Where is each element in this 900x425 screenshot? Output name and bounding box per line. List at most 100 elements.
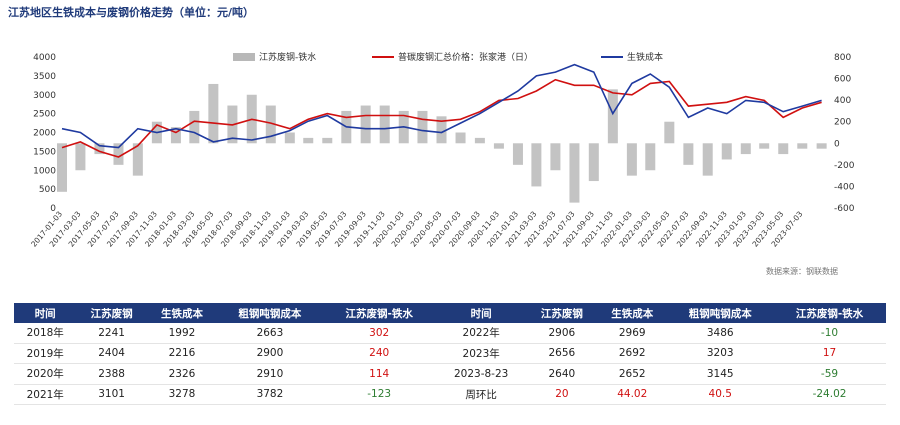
header-cell: 粗钢吨钢成本 <box>217 303 323 323</box>
bar-mark <box>303 137 314 144</box>
bar-mark <box>626 143 637 176</box>
table-cell: 17 <box>773 343 886 364</box>
table-cell: 2656 <box>526 343 598 364</box>
legend-label: 普碳废钢汇总价格：张家港（日） <box>398 51 533 63</box>
left-tick-label: 3500 <box>33 72 56 82</box>
table-cell: -123 <box>322 384 436 405</box>
bar-mark <box>474 137 485 144</box>
bar-mark <box>493 143 504 149</box>
table-cell: 2388 <box>76 363 147 385</box>
bar-mark <box>740 143 751 155</box>
header-cell: 时间 <box>14 303 77 323</box>
table-cell: 2900 <box>217 343 323 364</box>
table-cell: 2326 <box>146 363 218 385</box>
bar-mark <box>588 143 599 182</box>
table-header-row: 时间 江苏废钢 生铁成本 粗钢吨钢成本 江苏废钢-铁水 时间 江苏废钢 生铁成本… <box>14 303 886 323</box>
header-cell: 江苏废钢-铁水 <box>773 303 886 323</box>
left-tick-label: 4000 <box>33 53 56 63</box>
table-cell: 2023-8-23 <box>435 363 527 385</box>
series-line <box>61 63 822 149</box>
left-tick-label: 0 <box>50 204 56 214</box>
table-cell: 2906 <box>526 323 598 344</box>
bar-mark <box>569 143 580 203</box>
bar-mark <box>113 143 124 165</box>
bar-mark <box>170 127 181 144</box>
table-cell: 2663 <box>217 323 323 344</box>
source-note: 数据来源：钢联数据 <box>766 267 838 276</box>
table-cell: 2018年 <box>14 323 77 344</box>
table-cell: 3203 <box>667 343 774 364</box>
legend-label: 生铁成本 <box>627 51 663 63</box>
left-tick-label: 3000 <box>33 91 56 101</box>
bar-mark <box>721 143 732 160</box>
header-cell: 江苏废钢 <box>76 303 147 323</box>
chart: 05001000150020002500300035004000-600-400… <box>29 51 855 249</box>
table-cell: 2652 <box>597 363 668 385</box>
legend-swatch <box>233 53 255 61</box>
right-tick-label: 800 <box>834 53 851 63</box>
header-cell: 粗钢吨钢成本 <box>667 303 774 323</box>
table-cell: 2021年 <box>14 384 77 405</box>
chart-title: 江苏地区生铁成本与废钢价格走势（单位：元/吨） <box>8 6 255 19</box>
right-tick-label: 0 <box>834 139 840 149</box>
table-cell: 2020年 <box>14 363 77 385</box>
bar-mark <box>417 110 428 144</box>
bar-mark <box>664 121 675 144</box>
table-row: 2021年 3101 3278 3782 -123 周环比 20 44.02 4… <box>14 384 886 405</box>
table-cell: 周环比 <box>435 384 527 405</box>
left-tick-label: 500 <box>39 185 56 195</box>
bar-mark <box>265 105 276 144</box>
table-cell: -59 <box>773 363 886 385</box>
left-tick-label: 1000 <box>33 166 56 176</box>
right-tick-label: -200 <box>834 161 855 171</box>
table-cell: 2969 <box>597 323 668 344</box>
table-cell: 3101 <box>76 384 147 405</box>
bar-mark <box>379 105 390 144</box>
header-cell: 时间 <box>435 303 527 323</box>
bar-mark <box>189 110 200 144</box>
left-tick-label: 2500 <box>33 110 56 120</box>
bar-mark <box>778 143 789 155</box>
table-cell: 114 <box>322 363 436 385</box>
bar-mark <box>702 143 713 176</box>
table-cell: 2640 <box>526 363 598 385</box>
bar-mark <box>797 143 808 149</box>
table-cell: 3782 <box>217 384 323 405</box>
bar-mark <box>455 132 466 144</box>
right-tick-label: -400 <box>834 182 855 192</box>
table-cell: -24.02 <box>773 384 886 405</box>
series-line <box>61 78 822 158</box>
bar-mark <box>75 143 86 171</box>
bar-mark <box>94 143 105 155</box>
table-cell: 3145 <box>667 363 774 385</box>
bar-mark <box>208 83 219 144</box>
table-cell: 3278 <box>146 384 218 405</box>
right-tick-label: 200 <box>834 118 851 128</box>
bar-mark <box>683 143 694 165</box>
bar-mark <box>360 105 371 144</box>
table-row: 2018年 2241 1992 2663 302 2022年 2906 2969… <box>14 323 886 344</box>
left-tick-label: 1500 <box>33 147 56 157</box>
right-tick-label: -600 <box>834 204 855 214</box>
table-cell: 2910 <box>217 363 323 385</box>
table-cell: 2216 <box>146 343 218 364</box>
bar-mark <box>759 143 770 149</box>
table-cell: 44.02 <box>597 384 668 405</box>
header-cell: 生铁成本 <box>597 303 668 323</box>
table-cell: 3486 <box>667 323 774 344</box>
bar-mark <box>645 143 656 171</box>
stats-table: 时间 江苏废钢 生铁成本 粗钢吨钢成本 江苏废钢-铁水 时间 江苏废钢 生铁成本… <box>14 303 886 405</box>
bar-mark <box>531 143 542 187</box>
bar-mark <box>436 116 447 144</box>
table-cell: 2023年 <box>435 343 527 364</box>
table-cell: 240 <box>322 343 436 364</box>
bar-mark <box>132 143 143 176</box>
table-cell: 1992 <box>146 323 218 344</box>
bar-mark <box>284 132 295 144</box>
bar-mark <box>550 143 561 171</box>
bar-mark <box>816 143 827 149</box>
table-row: 2019年 2404 2216 2900 240 2023年 2656 2692… <box>14 343 886 364</box>
table-cell: 2692 <box>597 343 668 364</box>
header-cell: 江苏废钢 <box>526 303 598 323</box>
table-cell: 2404 <box>76 343 147 364</box>
